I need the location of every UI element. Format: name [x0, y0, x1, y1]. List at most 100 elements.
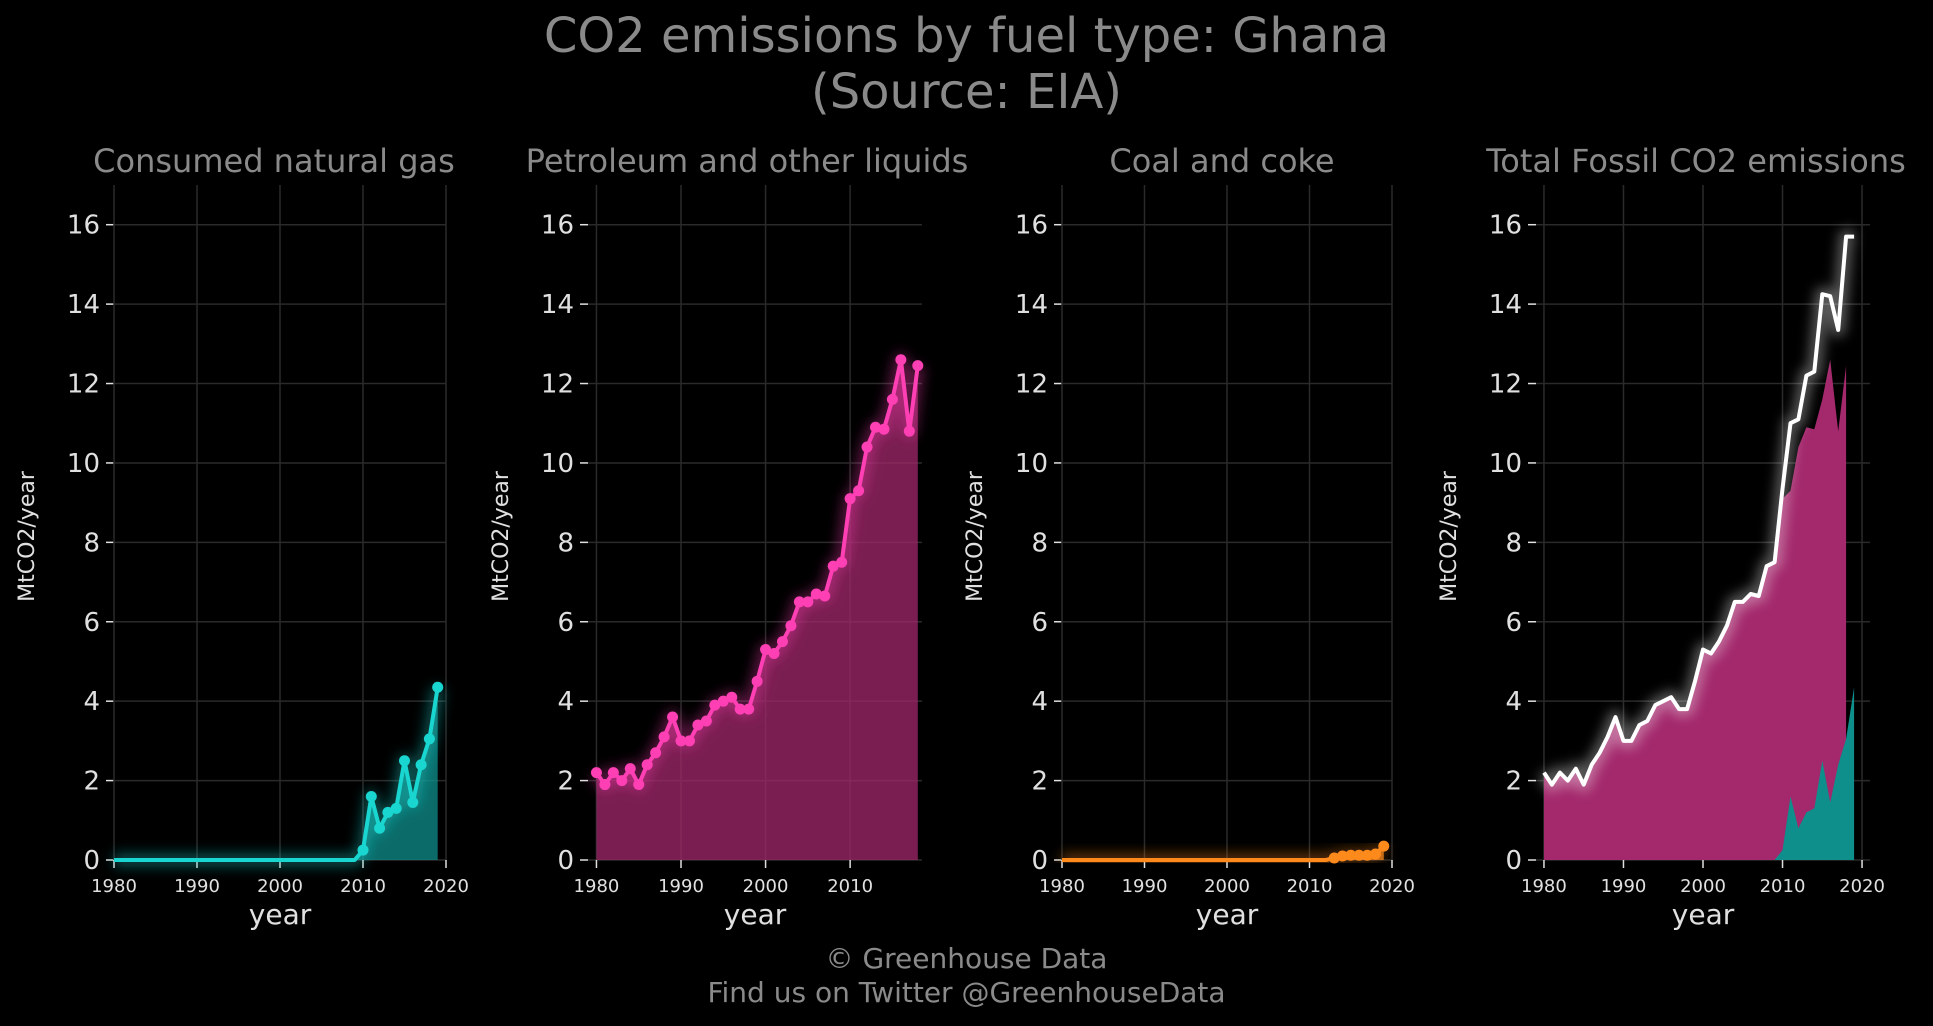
y-tick-label: 16 [541, 211, 574, 241]
y-tick-label: 0 [557, 846, 574, 876]
x-tick-label: 2020 [1839, 876, 1885, 897]
x-tick-label: 2020 [423, 876, 469, 897]
x-tick-label: 2010 [827, 876, 873, 897]
panel-title: Total Fossil CO2 emissions [1485, 142, 1906, 180]
y-tick-label: 4 [1505, 687, 1522, 717]
y-tick-label: 16 [1489, 211, 1522, 241]
y-axis-label: MtCO2/year [1437, 470, 1462, 602]
x-tick-label: 2010 [340, 876, 386, 897]
data-point [390, 802, 402, 814]
data-point [407, 796, 419, 808]
panel-1: 0 2 4 6 8 10 12 14 16 1980 1990 2000 2010 2020 Consume… [15, 142, 469, 931]
data-point [844, 493, 856, 505]
data-point [903, 425, 915, 437]
x-axis-label: year [1672, 898, 1735, 931]
data-point [717, 695, 729, 707]
data-point [1328, 852, 1340, 864]
data-point [869, 421, 881, 433]
chart-title-line-2: (Source: EIA) [810, 64, 1123, 120]
chart-title-line-1: CO2 emissions by fuel type: Ghana [543, 8, 1390, 64]
data-point [700, 715, 712, 727]
data-point [650, 747, 662, 759]
data-point [365, 790, 377, 802]
data-point [760, 644, 772, 656]
data-point [423, 733, 435, 745]
y-tick-label: 14 [1489, 290, 1522, 320]
y-tick-label: 12 [1489, 370, 1522, 400]
y-tick-label: 2 [1505, 767, 1522, 797]
panel-3: 0 2 4 6 8 10 12 14 16 1980 1990 2000 2010 2020 Coal an… [963, 142, 1415, 931]
series-area [114, 687, 438, 860]
data-point [734, 703, 746, 715]
x-tick-label: 1980 [1039, 876, 1085, 897]
data-point [912, 360, 924, 372]
x-tick-label: 2000 [1680, 876, 1726, 897]
data-point [590, 767, 602, 779]
data-point [743, 703, 755, 715]
y-tick-label: 6 [83, 608, 100, 638]
data-point [878, 423, 890, 435]
data-point [382, 806, 394, 818]
data-point [1353, 849, 1365, 861]
y-tick-label: 14 [541, 290, 574, 320]
panel-2: 0 2 4 6 8 10 12 14 16 1980 1990 2000 2010 Petroleum a… [489, 142, 968, 931]
x-tick-label: 2010 [1287, 876, 1333, 897]
data-point [751, 675, 763, 687]
data-point [692, 719, 704, 731]
y-tick-label: 16 [1015, 211, 1048, 241]
data-point [793, 596, 805, 608]
y-tick-label: 12 [1015, 370, 1048, 400]
data-point [1370, 848, 1381, 860]
y-tick-label: 10 [67, 449, 100, 479]
x-tick-label: 2020 [1369, 876, 1415, 897]
y-tick-label: 14 [67, 290, 100, 320]
data-point [624, 763, 636, 775]
y-tick-label: 4 [83, 687, 100, 717]
footer-credit: © Greenhouse Data [825, 942, 1108, 975]
y-tick-label: 8 [1505, 528, 1522, 558]
data-point [399, 755, 410, 767]
data-point [607, 767, 619, 779]
x-axis-label: year [1196, 898, 1259, 931]
data-point [633, 779, 645, 791]
data-point [776, 636, 788, 648]
panel-title: Petroleum and other liquids [526, 142, 969, 180]
y-tick-label: 2 [83, 767, 100, 797]
x-tick-label: 1990 [658, 876, 704, 897]
data-point [785, 620, 797, 632]
data-point [374, 822, 386, 834]
data-point [415, 759, 427, 771]
y-tick-label: 0 [1031, 846, 1048, 876]
panel-title: Consumed natural gas [93, 142, 455, 180]
x-tick-label: 2000 [1204, 876, 1250, 897]
y-tick-label: 6 [1031, 608, 1048, 638]
series-line [114, 686, 440, 862]
y-tick-label: 4 [1031, 687, 1048, 717]
data-point [658, 731, 670, 743]
panel-title: Coal and coke [1109, 142, 1334, 180]
x-tick-label: 2010 [1760, 876, 1806, 897]
data-point [675, 735, 687, 747]
data-point [827, 560, 839, 572]
x-tick-label: 1980 [91, 876, 137, 897]
y-tick-label: 12 [541, 370, 574, 400]
x-tick-label: 2000 [743, 876, 789, 897]
y-tick-label: 4 [557, 687, 574, 717]
x-tick-label: 1990 [1601, 876, 1647, 897]
footer: © Greenhouse Data Find us on Twitter @Gr… [0, 942, 1933, 1010]
y-axis-label: MtCO2/year [963, 470, 988, 602]
y-tick-label: 10 [1015, 449, 1048, 479]
y-tick-label: 0 [83, 846, 100, 876]
x-tick-label: 2000 [257, 876, 303, 897]
panel-4: 0 2 4 6 8 10 12 14 16 1980 1990 2000 2010 2020 Total F… [1437, 142, 1906, 931]
data-point [1345, 849, 1357, 861]
data-point [357, 844, 369, 856]
y-tick-label: 10 [1489, 449, 1522, 479]
data-point [1337, 850, 1348, 862]
y-tick-label: 2 [1031, 767, 1048, 797]
data-point [802, 596, 814, 608]
data-point [1378, 840, 1390, 852]
data-point [432, 681, 444, 693]
data-point [726, 691, 738, 703]
